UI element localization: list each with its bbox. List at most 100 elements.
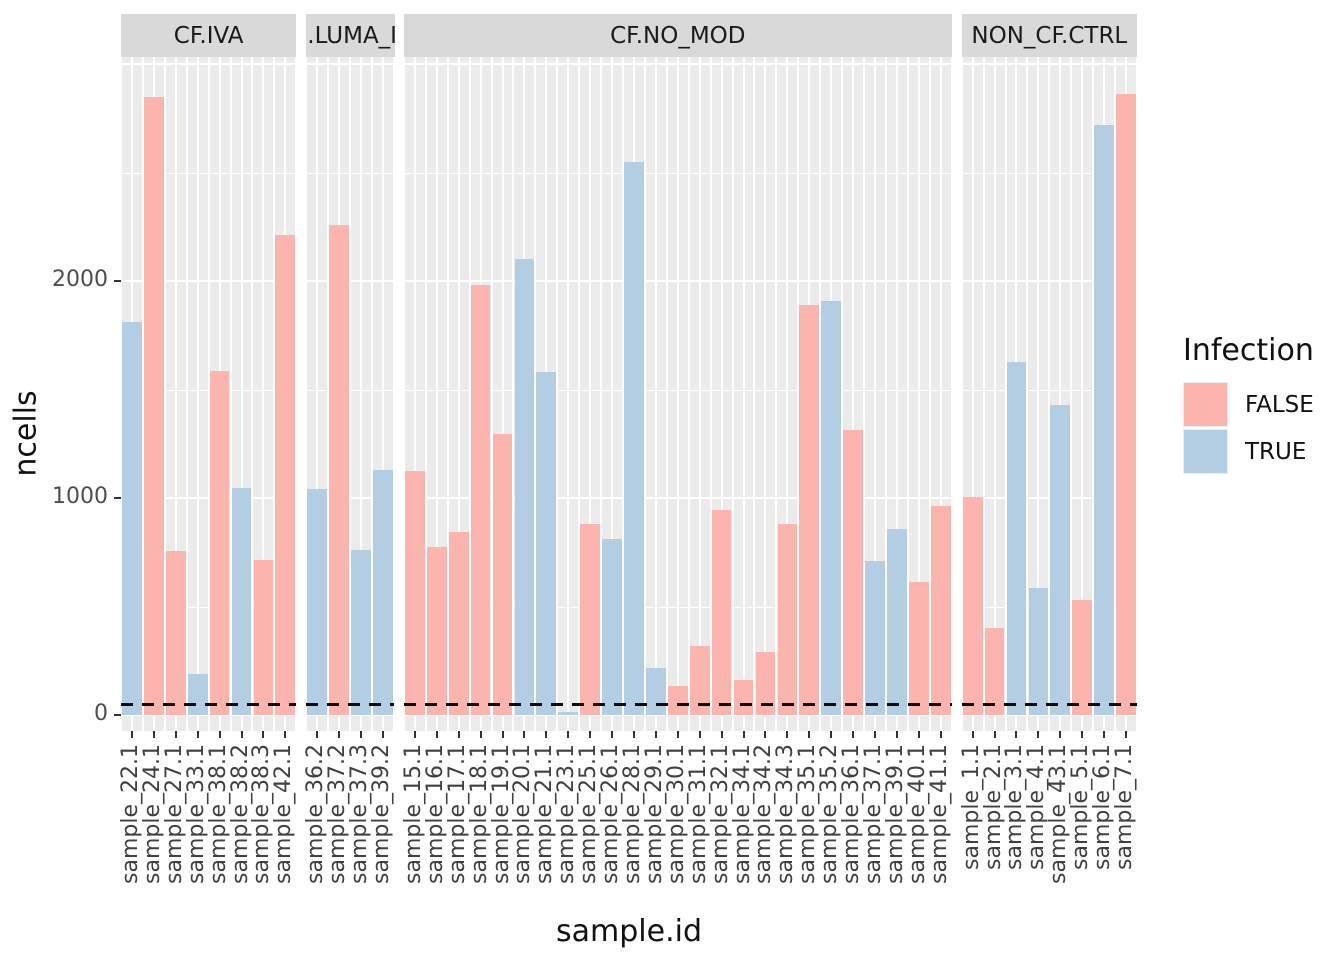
gridline-h-major bbox=[306, 63, 394, 65]
x-tick-label: sample_41.1 bbox=[926, 744, 952, 884]
facet-strip-1: .LUMA_IV bbox=[306, 14, 395, 57]
x-tick bbox=[971, 731, 974, 738]
gridline-v bbox=[654, 57, 657, 731]
facet-strip-0: CF.IVA bbox=[121, 14, 297, 57]
gridline-v bbox=[841, 57, 844, 731]
bar-sample_39.1 bbox=[887, 529, 907, 715]
x-tick bbox=[874, 731, 877, 738]
bar-sample_5.1 bbox=[1072, 599, 1093, 715]
gridline-v bbox=[961, 57, 963, 731]
gridline-v bbox=[1135, 57, 1137, 731]
gridline-v bbox=[413, 57, 416, 731]
gridline-v bbox=[753, 57, 756, 731]
bar-sample_31.1 bbox=[689, 645, 710, 715]
gridline-v bbox=[611, 57, 614, 731]
bar-sample_39.2 bbox=[373, 469, 393, 715]
x-tick bbox=[381, 731, 384, 738]
legend-label-false: FALSE bbox=[1245, 391, 1314, 418]
x-tick-label: sample_42.1 bbox=[271, 744, 297, 884]
x-tick bbox=[523, 731, 526, 738]
bar-sample_18.1 bbox=[470, 285, 491, 715]
x-tick bbox=[284, 731, 287, 738]
bar-sample_38.2 bbox=[231, 488, 252, 715]
gridline-v bbox=[490, 57, 493, 731]
gridline-h-minor bbox=[961, 389, 1137, 391]
bar-sample_37.2 bbox=[329, 224, 349, 715]
gridline-v bbox=[928, 57, 931, 731]
x-tick bbox=[1037, 731, 1040, 738]
facet-panel-3 bbox=[961, 57, 1137, 731]
gridline-v bbox=[578, 57, 581, 731]
x-tick bbox=[130, 731, 133, 738]
bar-sample_43.1 bbox=[1050, 404, 1071, 715]
x-tick-label: sample_39.2 bbox=[368, 744, 394, 884]
x-tick bbox=[435, 731, 438, 738]
gridline-v bbox=[371, 57, 373, 731]
gridline-v bbox=[698, 57, 701, 731]
x-tick bbox=[895, 731, 898, 738]
legend-swatch-false-icon bbox=[1183, 382, 1228, 427]
gridline-v bbox=[819, 57, 822, 731]
bar-sample_7.1 bbox=[1116, 94, 1136, 715]
bar-sample_41.1 bbox=[930, 505, 951, 715]
bar-sample_38.3 bbox=[253, 559, 274, 715]
bar-sample_35.1 bbox=[799, 304, 820, 715]
bar-sample_42.1 bbox=[275, 235, 296, 715]
gridline-v bbox=[797, 57, 800, 731]
x-tick bbox=[611, 731, 614, 738]
x-tick bbox=[338, 731, 341, 738]
gridline-h-major bbox=[121, 63, 297, 65]
x-tick bbox=[830, 731, 833, 738]
x-tick bbox=[152, 731, 155, 738]
bar-sample_19.1 bbox=[492, 433, 513, 715]
gridline-v bbox=[687, 57, 690, 731]
x-tick bbox=[457, 731, 460, 738]
gridline-v bbox=[950, 57, 952, 731]
gridline-h-minor bbox=[403, 606, 952, 608]
x-tick bbox=[764, 731, 767, 738]
bar-sample_34.1 bbox=[733, 680, 754, 715]
facet-panel-1 bbox=[306, 57, 394, 731]
gridline-h-major bbox=[121, 280, 297, 282]
gridline-h-major bbox=[961, 63, 1137, 65]
x-tick bbox=[742, 731, 745, 738]
x-tick bbox=[917, 731, 920, 738]
bar-sample_36.2 bbox=[307, 489, 328, 715]
gridline-v bbox=[874, 57, 876, 731]
gridline-v bbox=[1081, 57, 1084, 731]
gridline-v bbox=[764, 57, 767, 731]
gridline-v bbox=[306, 57, 308, 731]
bar-sample_15.1 bbox=[405, 470, 425, 715]
gridline-h-minor bbox=[403, 172, 952, 174]
gridline-v bbox=[316, 57, 319, 731]
x-tick bbox=[1059, 731, 1062, 738]
gridline-h-major bbox=[306, 280, 394, 282]
bar-sample_1.1 bbox=[962, 496, 983, 715]
bar-sample_20.1 bbox=[514, 259, 535, 715]
gridline-h-major bbox=[121, 714, 297, 716]
gridline-v bbox=[295, 57, 297, 731]
y-tick bbox=[114, 280, 121, 282]
gridline-v bbox=[121, 57, 122, 731]
gridline-v bbox=[435, 57, 438, 731]
legend-title: Infection bbox=[1183, 333, 1314, 368]
gridline-v bbox=[141, 57, 144, 731]
x-tick bbox=[698, 731, 701, 738]
gridline-v bbox=[446, 57, 449, 731]
gridline-v bbox=[1026, 57, 1029, 731]
y-tick bbox=[114, 714, 121, 716]
gridline-v bbox=[709, 57, 712, 731]
gridline-v bbox=[731, 57, 734, 731]
gridline-v bbox=[240, 57, 243, 731]
threshold-line bbox=[121, 703, 297, 707]
gridline-h-major bbox=[403, 714, 952, 716]
x-tick bbox=[786, 731, 789, 738]
x-tick bbox=[545, 731, 548, 738]
x-tick bbox=[1081, 731, 1084, 738]
bar-sample_38.1 bbox=[209, 371, 230, 715]
gridline-h-major bbox=[306, 714, 394, 716]
gridline-v bbox=[742, 57, 745, 731]
gridline-v bbox=[1092, 57, 1095, 731]
x-tick bbox=[479, 731, 482, 738]
gridline-v bbox=[556, 57, 559, 731]
